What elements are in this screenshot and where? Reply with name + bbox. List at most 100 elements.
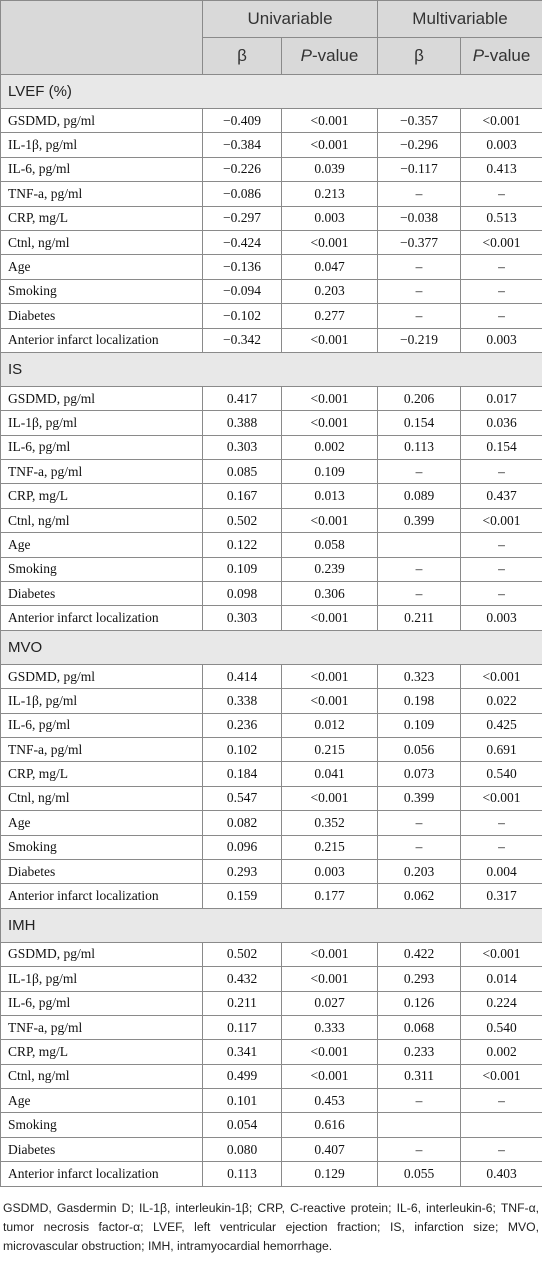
table-row: Age 0.101 0.453– – (0, 1088, 542, 1114)
multi-beta-cell: – (377, 303, 462, 329)
multi-pvalue-cell: 0.540 (460, 761, 542, 787)
table-row: IL-6, pg/ml −0.226 0.039 −0.117 0.413 (0, 156, 542, 183)
uni-beta-cell: −0.094 (202, 278, 282, 305)
multi-beta-cell: 0.113 (377, 434, 462, 461)
variable-cell: IL-1β, pg/ml (0, 966, 203, 992)
section-title: IS (0, 351, 542, 387)
table-row: IL-1β, pg/ml −0.384 <0.001 −0.296 0.003 (0, 132, 542, 158)
multi-beta-cell: 0.206 (377, 385, 462, 412)
variable-cell: Ctnl, ng/ml (0, 507, 203, 534)
uni-beta-cell: 0.167 (202, 483, 282, 509)
uni-pvalue-cell: 0.109 (280, 459, 379, 485)
uni-beta-cell: 0.102 (202, 736, 282, 763)
multi-pvalue-cell: 0.224 (460, 990, 542, 1016)
variable-cell: IL-6, pg/ml (0, 990, 203, 1016)
table-row: CRP, mg/L 0.341 <0.001 0.233 0.002 (0, 1039, 542, 1065)
table-row: Smoking −0.094 0.203– – (0, 278, 542, 305)
multi-beta-cell: 0.211 (377, 605, 462, 631)
section-title: LVEF (%) (0, 74, 542, 109)
multi-beta-cell: – (377, 556, 462, 583)
multi-pvalue-cell: – (460, 278, 542, 305)
uni-pvalue-cell: <0.001 (280, 663, 379, 690)
multi-pvalue-cell: 0.691 (460, 736, 542, 763)
uni-pvalue-cell: <0.001 (280, 507, 379, 534)
table-row: CRP, mg/L −0.297 0.003 −0.038 0.513 (0, 205, 542, 231)
uni-beta-cell: 0.388 (202, 410, 282, 436)
table-row: Ctnl, ng/ml 0.502 <0.001 0.399 <0.001 (0, 507, 542, 534)
table-row: Diabetes 0.293 0.003 0.203 0.004 (0, 858, 542, 885)
uni-pvalue-cell: 0.352 (280, 810, 379, 836)
uni-pvalue-cell: 0.039 (280, 156, 379, 183)
variable-cell: Ctnl, ng/ml (0, 785, 203, 812)
uni-pvalue-cell: <0.001 (280, 688, 379, 714)
variable-cell: Anterior infarct localization (0, 605, 203, 631)
variable-cell: Diabetes (0, 858, 203, 885)
uni-beta-cell: 0.236 (202, 712, 282, 738)
p-suffix: -value (484, 46, 531, 65)
multi-beta-cell: 0.233 (377, 1039, 462, 1065)
uni-beta-cell: −0.409 (202, 107, 282, 134)
multi-beta-cell: −0.219 (377, 327, 462, 353)
multi-pvalue-cell: 0.004 (460, 858, 542, 885)
uni-pvalue-cell: 0.203 (280, 278, 379, 305)
variable-cell: GSDMD, pg/ml (0, 385, 203, 412)
uni-beta-cell: 0.122 (202, 532, 282, 558)
variable-cell: TNF-a, pg/ml (0, 181, 203, 207)
regression-table: Univariable Multivariable β P-value β P-… (0, 0, 542, 1187)
header-univariable: Univariable (201, 0, 379, 38)
uni-pvalue-cell: <0.001 (280, 966, 379, 992)
multi-beta-cell: 0.056 (377, 736, 462, 763)
table-row: Anterior infarct localization 0.159 0.177 0… (0, 883, 542, 909)
table-row: TNF-a, pg/ml 0.102 0.215 0.056 0.691 (0, 736, 542, 763)
multi-pvalue-cell: – (460, 1088, 542, 1114)
multi-pvalue-cell: <0.001 (460, 507, 542, 534)
table-row: GSDMD, pg/ml −0.409 <0.001 −0.357 <0.001 (0, 107, 542, 134)
multi-pvalue-cell: 0.014 (460, 966, 542, 992)
variable-cell: IL-1β, pg/ml (0, 688, 203, 714)
multi-pvalue-cell: – (460, 303, 542, 329)
uni-pvalue-cell: 0.041 (280, 761, 379, 787)
uni-pvalue-cell: <0.001 (280, 229, 379, 256)
uni-beta-cell: 0.499 (202, 1063, 282, 1090)
section-header-row: MVO (0, 629, 542, 665)
uni-beta-cell: 0.184 (202, 761, 282, 787)
header-multivariable: Multivariable (377, 0, 542, 38)
multi-pvalue-cell: – (460, 834, 542, 860)
uni-beta-cell: −0.424 (202, 229, 282, 256)
variable-cell: GSDMD, pg/ml (0, 941, 203, 968)
section-title: IMH (0, 907, 542, 943)
multi-pvalue-cell: 0.003 (460, 132, 542, 158)
uni-pvalue-cell: 0.058 (280, 532, 379, 558)
multi-beta-cell: – (377, 581, 462, 607)
multi-pvalue-cell: <0.001 (460, 229, 542, 256)
multi-beta-cell: 0.399 (377, 507, 462, 534)
variable-cell: Age (0, 532, 203, 558)
multi-pvalue-cell: 0.437 (460, 483, 542, 509)
table-row: Age 0.082 0.352– – (0, 810, 542, 836)
multi-beta-cell: −0.357 (377, 107, 462, 134)
multi-pvalue-cell: 0.003 (460, 327, 542, 353)
multi-pvalue-cell: <0.001 (460, 663, 542, 690)
multi-pvalue-cell: 0.403 (460, 1161, 542, 1187)
table-row: Diabetes 0.098 0.306– – (0, 581, 542, 607)
uni-pvalue-cell: <0.001 (280, 132, 379, 158)
table-row: Smoking 0.109 0.239– – (0, 556, 542, 583)
uni-pvalue-cell: 0.177 (280, 883, 379, 909)
uni-pvalue-cell: 0.616 (280, 1112, 379, 1138)
multi-pvalue-cell: – (460, 459, 542, 485)
uni-pvalue-cell: 0.239 (280, 556, 379, 583)
section-header-row: IMH (0, 907, 542, 943)
multi-pvalue-cell: – (460, 532, 542, 558)
uni-beta-cell: 0.414 (202, 663, 282, 690)
table-footnote: GSDMD, Gasdermin D; IL-1β, interleukin-1… (3, 1201, 539, 1253)
table-row: Age −0.136 0.047– – (0, 254, 542, 280)
multi-beta-cell: 0.198 (377, 688, 462, 714)
multi-pvalue-cell: 0.425 (460, 712, 542, 738)
multi-pvalue-cell: 0.002 (460, 1039, 542, 1065)
header-uni-beta: β (202, 37, 282, 75)
multi-beta-cell: −0.377 (377, 229, 462, 256)
table-row: IL-6, pg/ml 0.303 0.002 0.113 0.154 (0, 434, 542, 461)
uni-pvalue-cell: 0.003 (280, 205, 379, 231)
table-row: IL-1β, pg/ml 0.338 <0.001 0.198 0.022 (0, 688, 542, 714)
multi-beta-cell: 0.311 (377, 1063, 462, 1090)
